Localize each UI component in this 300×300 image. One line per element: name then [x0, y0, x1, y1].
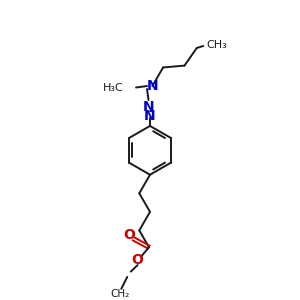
- Text: CH₃: CH₃: [206, 40, 227, 50]
- Text: O: O: [123, 228, 135, 242]
- Text: O: O: [132, 253, 144, 267]
- Text: CH₂: CH₂: [110, 289, 129, 299]
- Text: N: N: [143, 100, 154, 114]
- Text: H₃C: H₃C: [103, 82, 124, 92]
- Text: N: N: [147, 79, 158, 93]
- Text: N: N: [144, 109, 156, 123]
